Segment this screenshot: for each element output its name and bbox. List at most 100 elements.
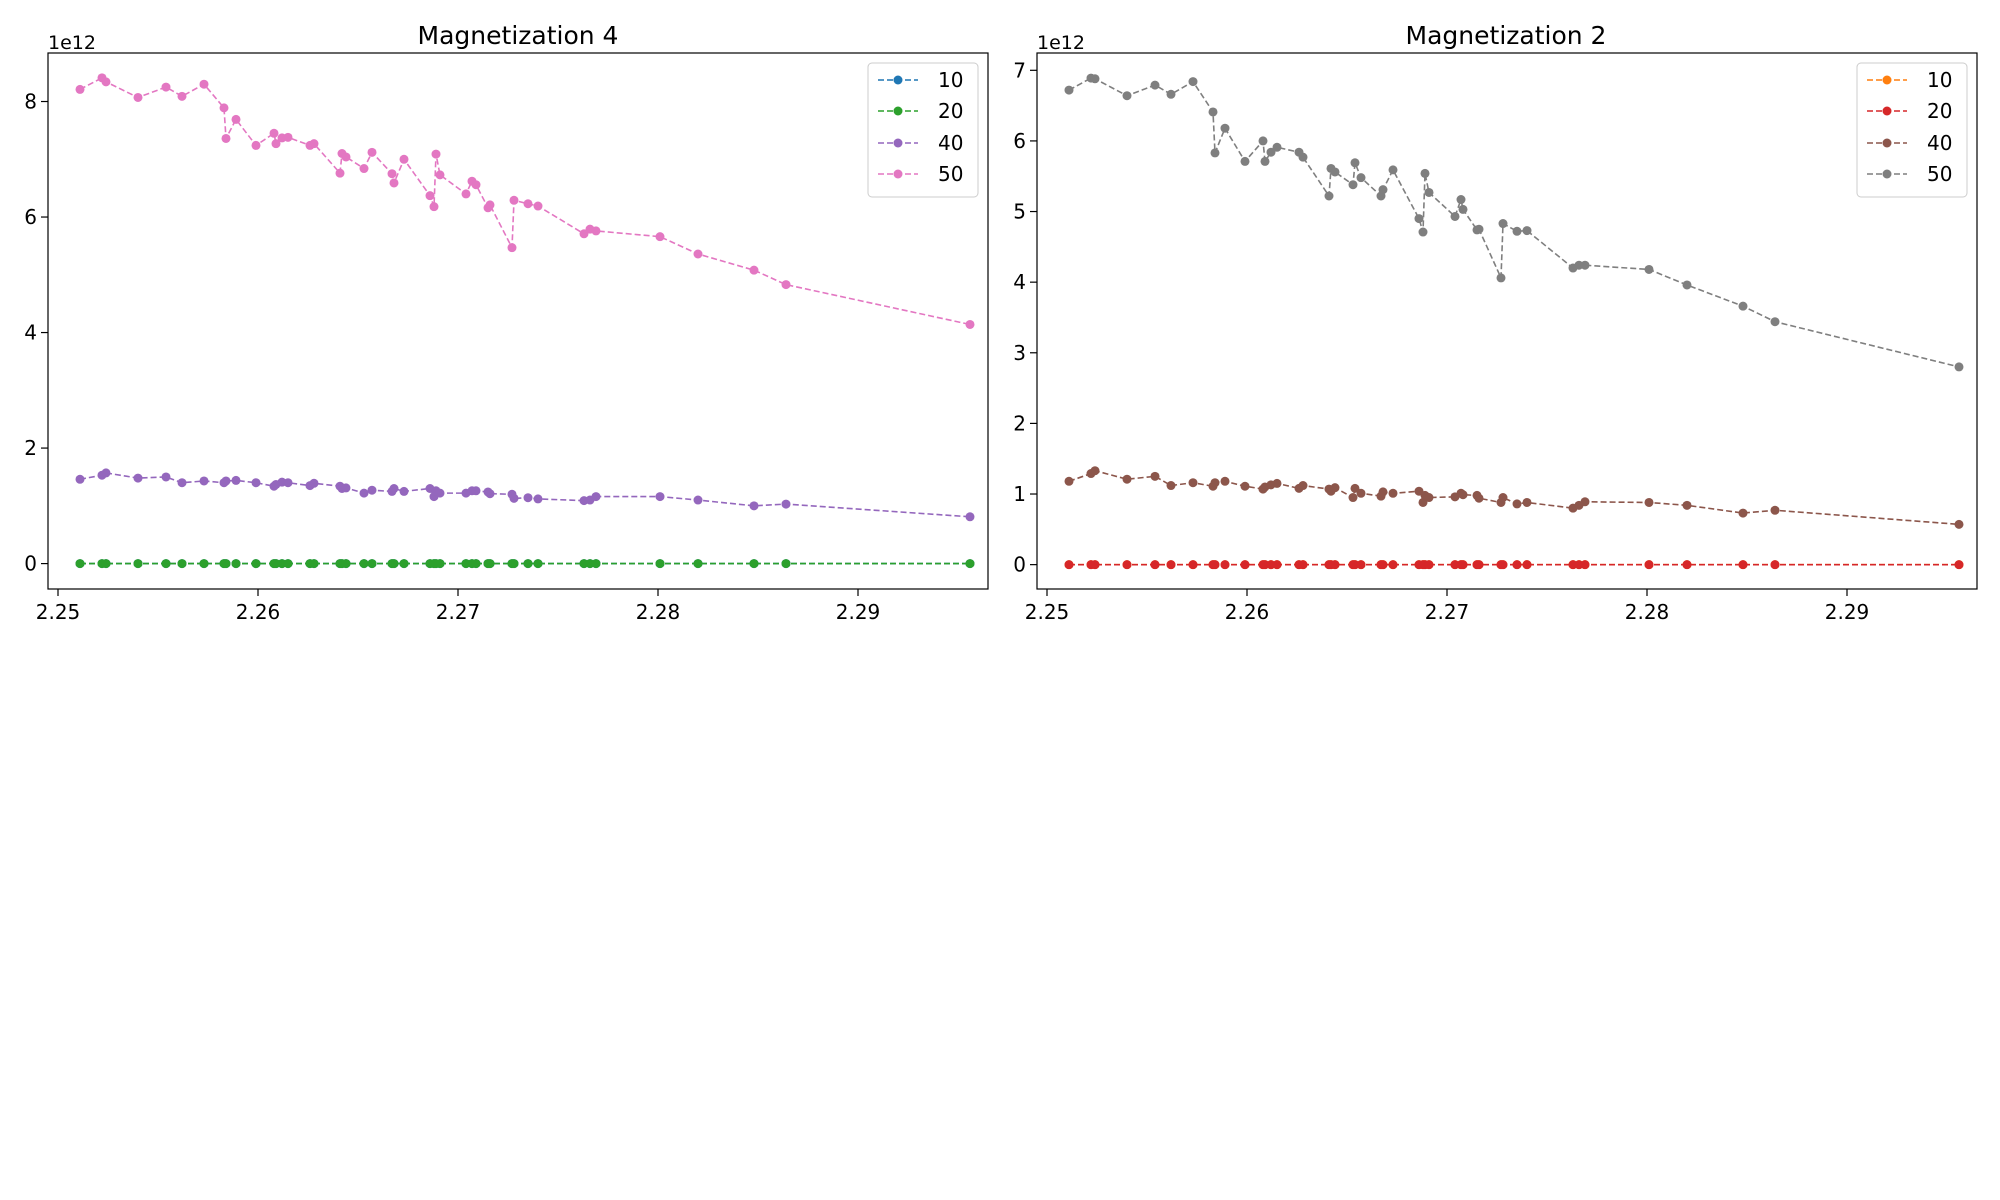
x-tick-label: 2.26 bbox=[236, 600, 281, 624]
y-tick-label: 1 bbox=[1013, 482, 1026, 506]
series-20-point bbox=[1210, 560, 1220, 570]
series-20-point bbox=[1330, 560, 1340, 570]
series-40-point bbox=[1166, 481, 1176, 491]
y-tick-label: 4 bbox=[1013, 270, 1026, 294]
series-40-point bbox=[471, 486, 481, 496]
series-40-point bbox=[283, 478, 293, 488]
legend-entry-10: 10 bbox=[1867, 68, 1952, 92]
legend-entry-40: 40 bbox=[1867, 131, 1952, 155]
series-50-point bbox=[309, 139, 319, 149]
series-20-point bbox=[359, 559, 369, 569]
series-40-point bbox=[1122, 474, 1132, 484]
series-40-point bbox=[1272, 478, 1282, 488]
series-20-point bbox=[509, 559, 519, 569]
series-40-point bbox=[251, 478, 261, 488]
x-tick-label: 2.27 bbox=[1425, 600, 1470, 624]
series-20-point bbox=[435, 559, 445, 569]
legend-entry-10: 10 bbox=[878, 68, 963, 92]
legend-marker bbox=[893, 106, 903, 116]
y-tick-label: 6 bbox=[24, 205, 37, 229]
axes-frame bbox=[1036, 52, 1978, 590]
series-50-point bbox=[435, 170, 445, 180]
legend-box bbox=[1856, 62, 1968, 198]
series-40-point bbox=[133, 473, 143, 483]
series-20-point bbox=[533, 559, 543, 569]
series-40-point bbox=[523, 493, 533, 503]
series-50-point bbox=[425, 191, 435, 201]
x-tick-label: 2.28 bbox=[636, 600, 681, 624]
series-40-point bbox=[1458, 490, 1468, 500]
series-40-point bbox=[1522, 497, 1532, 507]
legend-entry-50: 50 bbox=[1867, 162, 1952, 186]
series-20-point bbox=[1122, 560, 1132, 570]
series-50-point bbox=[283, 132, 293, 142]
series-20 bbox=[75, 559, 975, 569]
series-40-point bbox=[1644, 497, 1654, 507]
series-20-point bbox=[1644, 560, 1654, 570]
series-20-point bbox=[1090, 560, 1100, 570]
series-40-point bbox=[1240, 481, 1250, 491]
series-40-point bbox=[1682, 500, 1692, 510]
series-20-point bbox=[1512, 560, 1522, 570]
series-20-point bbox=[231, 559, 241, 569]
series-50-point bbox=[251, 140, 261, 150]
y-tick-label: 2 bbox=[24, 436, 37, 460]
series-40-point bbox=[341, 483, 351, 493]
y-tick-label: 4 bbox=[24, 321, 37, 345]
legend-entry-50: 50 bbox=[878, 162, 963, 186]
series-50-point bbox=[367, 147, 377, 157]
series-20-point bbox=[1770, 560, 1780, 570]
y-tick-label: 8 bbox=[24, 90, 37, 114]
series-20-point bbox=[1220, 560, 1230, 570]
series-50-point bbox=[389, 178, 399, 188]
series-20-point bbox=[1298, 560, 1308, 570]
legend-marker bbox=[1882, 75, 1892, 85]
series-20-point bbox=[1388, 560, 1398, 570]
series-50-point bbox=[271, 139, 281, 149]
series-40-point bbox=[1512, 499, 1522, 509]
series-40-point bbox=[1150, 471, 1160, 481]
legend-marker bbox=[1882, 138, 1892, 148]
series-50-point bbox=[75, 84, 85, 94]
series-50-point bbox=[1456, 195, 1466, 205]
series-40-point bbox=[1090, 466, 1100, 476]
series-20-point bbox=[1150, 560, 1160, 570]
series-50-point bbox=[1420, 168, 1430, 178]
plot-area-right: 2.25 2.26 2.27 2.28 2.29 0 1 2 3 4 5 6 7 bbox=[1013, 58, 1964, 624]
series-40-point bbox=[781, 499, 791, 509]
subplot-left: Magnetization 4 1e12 2.25 2.26 2.27 2.28 2.2… bbox=[24, 21, 989, 624]
series-50-point bbox=[1260, 156, 1270, 166]
series-50-point bbox=[1496, 273, 1506, 283]
series-50-point bbox=[1220, 123, 1230, 133]
series-40-point bbox=[1738, 508, 1748, 518]
series-20-point bbox=[1424, 560, 1434, 570]
series-40-point bbox=[1350, 483, 1360, 493]
x-tick-label: 2.29 bbox=[836, 600, 881, 624]
series-50-point bbox=[219, 103, 229, 113]
series-20-point bbox=[591, 559, 601, 569]
series-50-point bbox=[965, 319, 975, 329]
series-40-point bbox=[1330, 483, 1340, 493]
y-tick-label: 7 bbox=[1013, 58, 1026, 82]
series-50-point bbox=[523, 199, 533, 209]
series-50-point bbox=[1266, 147, 1276, 157]
series-40-point bbox=[1378, 487, 1388, 497]
axes-frame bbox=[47, 52, 989, 590]
y-tick-label: 0 bbox=[24, 552, 37, 576]
legend-label: 20 bbox=[1927, 99, 1952, 123]
series-50-point bbox=[693, 249, 703, 259]
x-tick-label: 2.25 bbox=[36, 600, 81, 624]
series-50-point bbox=[1272, 142, 1282, 152]
legend-marker bbox=[893, 75, 903, 85]
series-50-point bbox=[431, 149, 441, 159]
subplot-right: Magnetization 2 1e12 2.25 2.26 2.27 2.28 2.2… bbox=[1013, 21, 1978, 624]
series-50-point bbox=[1580, 260, 1590, 270]
series-40-point bbox=[965, 512, 975, 522]
series-40-point bbox=[231, 475, 241, 485]
series-50-point bbox=[533, 201, 543, 211]
legend-marker bbox=[893, 169, 903, 179]
series-20-point bbox=[367, 559, 377, 569]
series-40-point bbox=[199, 476, 209, 486]
series-40-point bbox=[749, 501, 759, 511]
series-40-point bbox=[389, 484, 399, 493]
